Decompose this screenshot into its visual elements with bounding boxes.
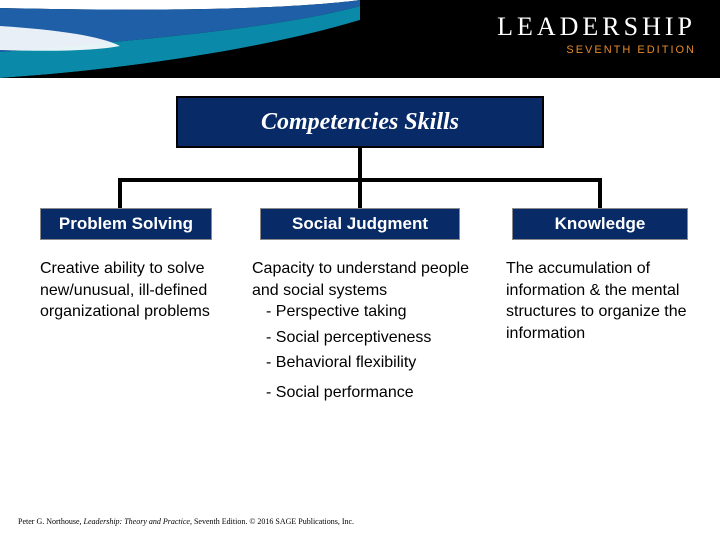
col2-heading-label: Social Judgment	[292, 214, 428, 234]
header-swoosh-graphic	[0, 0, 360, 78]
connector-col2	[358, 178, 362, 208]
header-right-block: LEADERSHIP SEVENTH EDITION	[497, 12, 696, 56]
header-bar: LEADERSHIP SEVENTH EDITION	[0, 0, 720, 78]
col3-body: The accumulation of information & the me…	[506, 258, 702, 344]
col2-bullet-1: - Social perceptiveness	[252, 327, 480, 349]
col1-heading-label: Problem Solving	[59, 214, 193, 234]
col3-heading-label: Knowledge	[555, 214, 646, 234]
root-node-label: Competencies Skills	[261, 109, 459, 136]
footer-citation: Peter G. Northouse, Leadership: Theory a…	[18, 517, 354, 526]
col2-bullet-3: - Social performance	[252, 382, 480, 404]
connector-col1	[118, 178, 122, 208]
col3-body-text: The accumulation of information & the me…	[506, 260, 687, 342]
col2-bullet-0: - Perspective taking	[252, 301, 480, 323]
col1-heading: Problem Solving	[40, 208, 212, 240]
col1-body: Creative ability to solve new/unusual, i…	[40, 258, 216, 323]
connector-root-down	[358, 148, 362, 178]
col2-body-intro: Capacity to understand people and social…	[252, 258, 480, 301]
col2-body: Capacity to understand people and social…	[252, 258, 480, 404]
footer-book-title: Leadership: Theory and Practice	[84, 517, 190, 526]
col1-body-text: Creative ability to solve new/unusual, i…	[40, 260, 210, 320]
footer-edition: Seventh Edition	[194, 517, 245, 526]
root-node: Competencies Skills	[176, 96, 544, 148]
col3-heading: Knowledge	[512, 208, 688, 240]
footer-copyright: © 2016 SAGE Publications, Inc.	[249, 517, 354, 526]
footer-author: Peter G. Northouse	[18, 517, 80, 526]
connector-col3	[598, 178, 602, 208]
header-subtitle: SEVENTH EDITION	[497, 44, 696, 56]
col2-bullet-2: - Behavioral flexibility	[252, 352, 480, 374]
header-title: LEADERSHIP	[497, 12, 696, 42]
col2-heading: Social Judgment	[260, 208, 460, 240]
